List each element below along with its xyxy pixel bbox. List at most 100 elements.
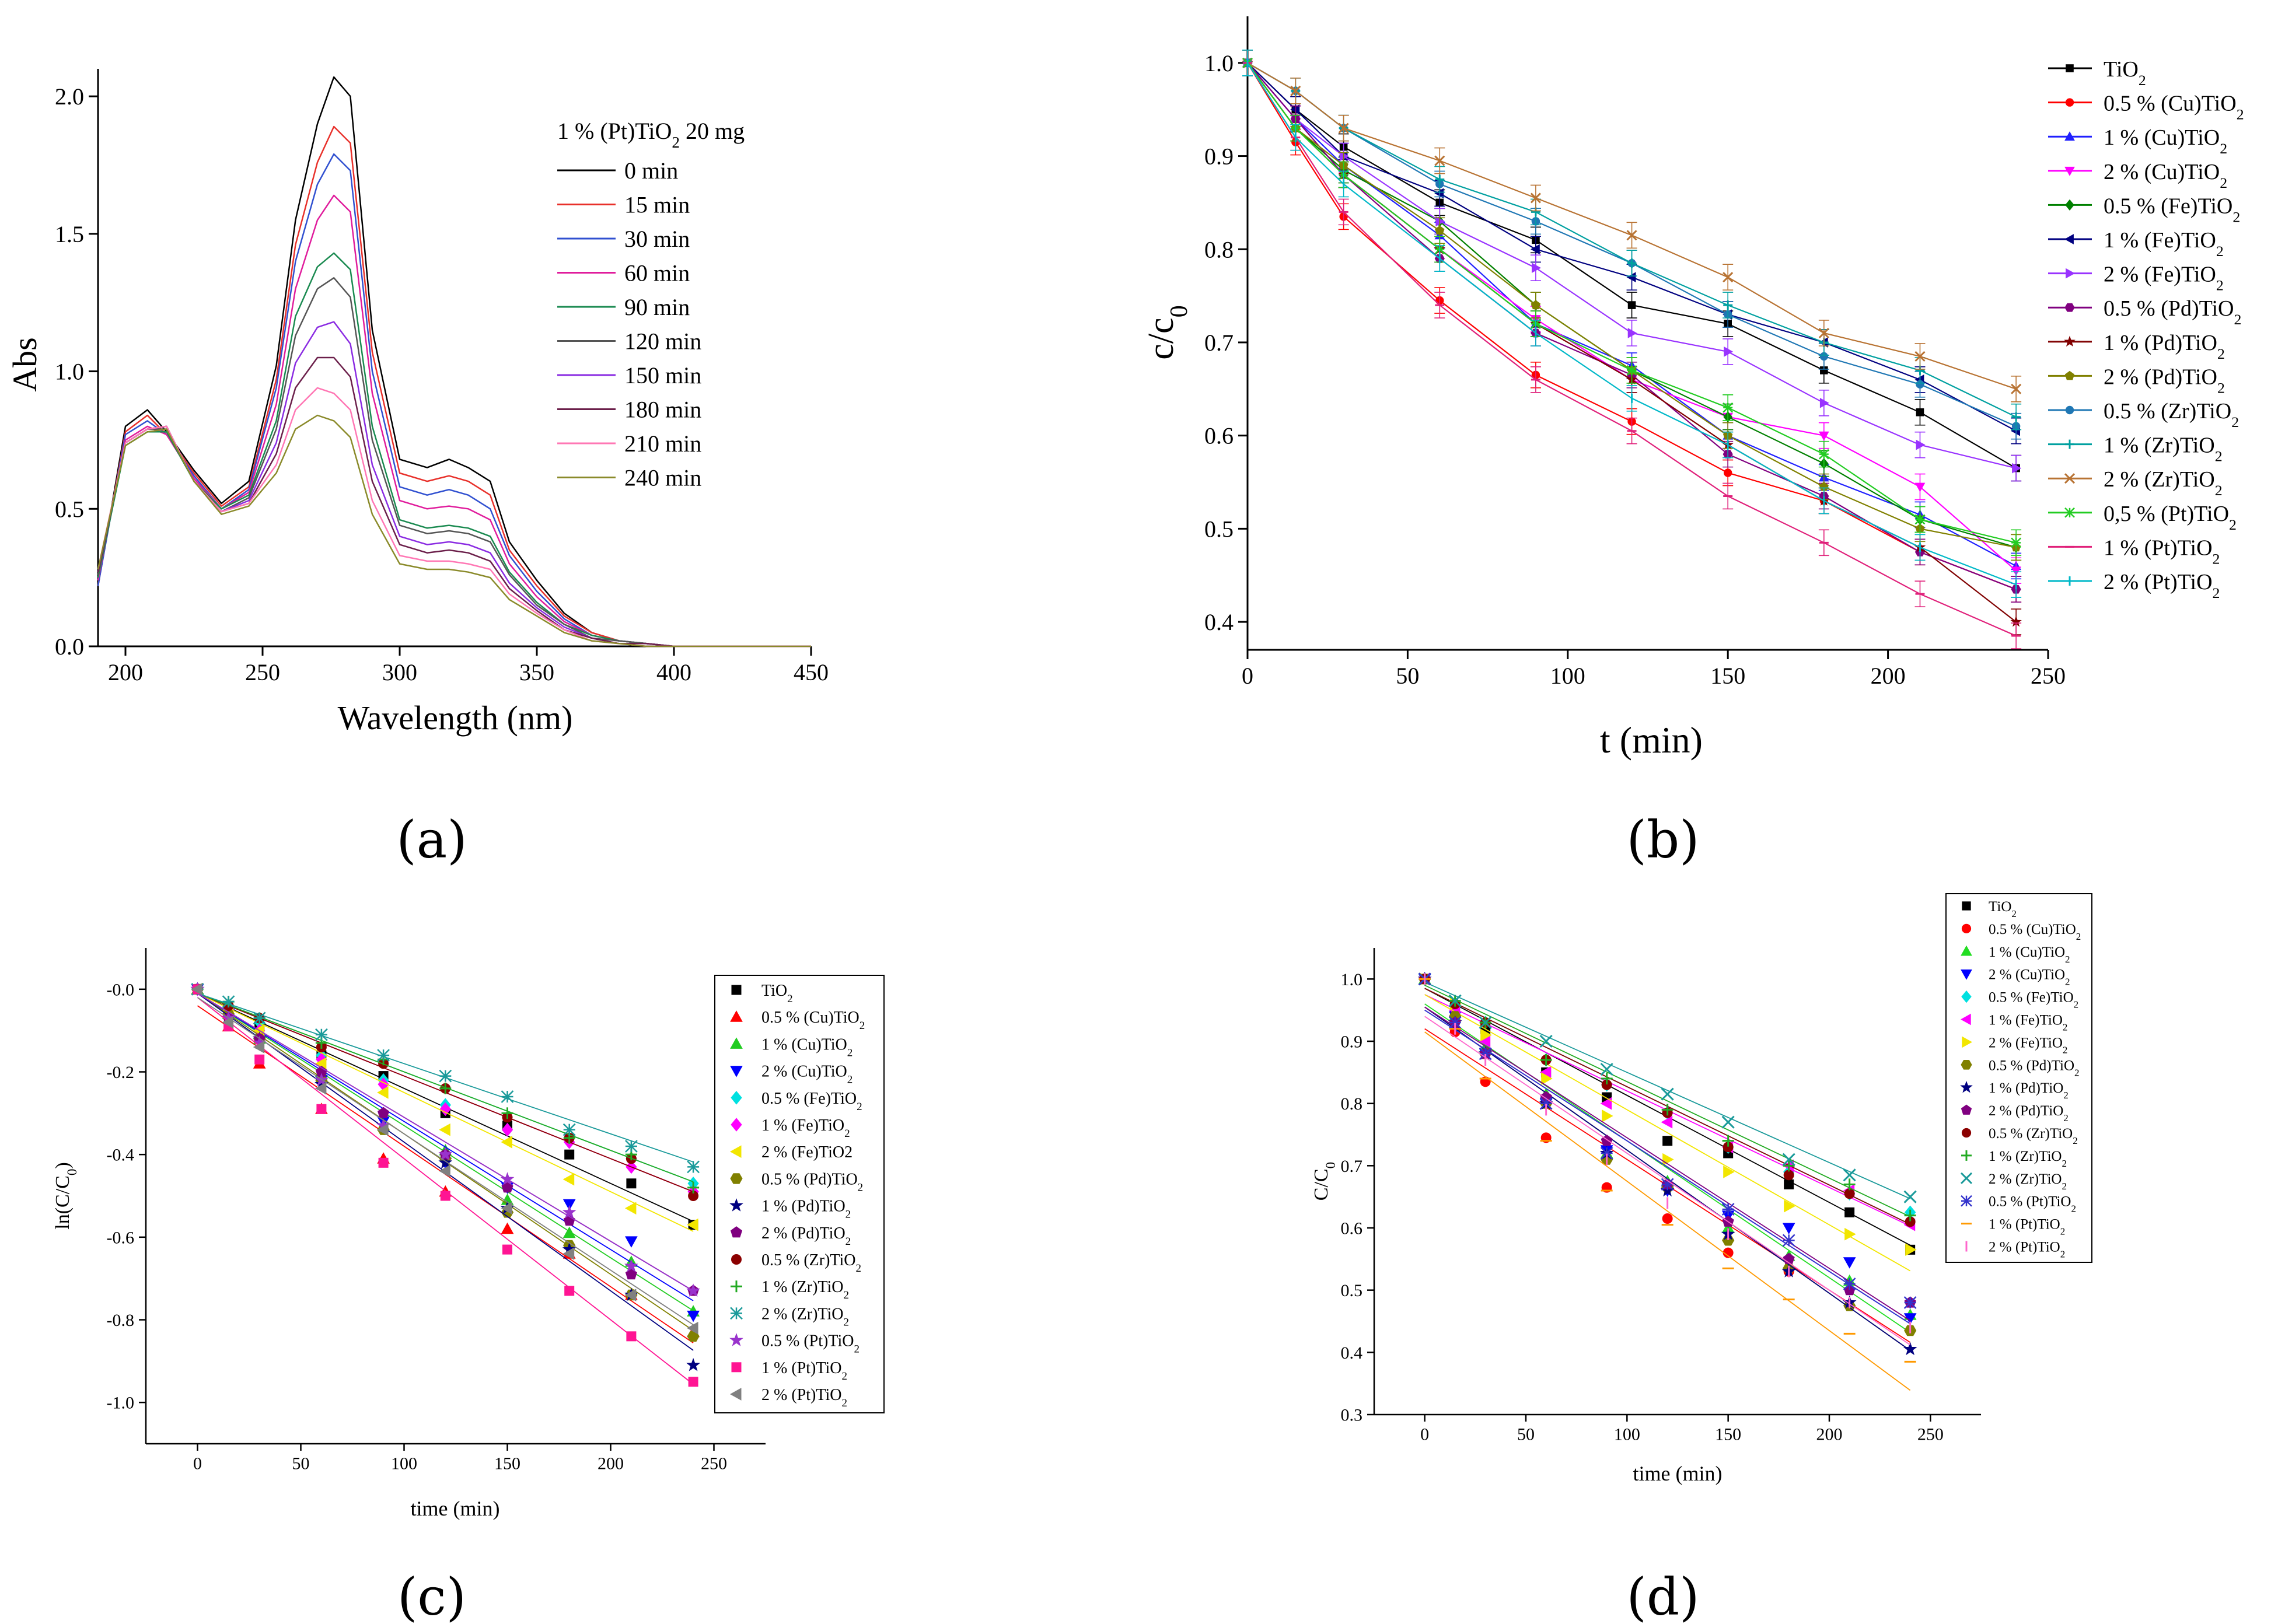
legend-item: 1 % (Pt)TiO2 [731, 1359, 847, 1382]
series-line [97, 125, 811, 648]
legend-label: 2 % (Cu)TiO2 [761, 1063, 853, 1086]
data-point [1532, 262, 1541, 274]
legend-label: 120 min [624, 328, 701, 355]
data-point [501, 1107, 513, 1119]
x-tick-label: 250 [2031, 663, 2066, 689]
data-point [1661, 1104, 1673, 1116]
data-point [316, 1104, 327, 1114]
data-point [501, 1222, 514, 1234]
data-point [687, 1310, 700, 1322]
legend-item: 60 min [557, 260, 690, 286]
legend-label: 0.5 % (Cu)TiO2 [2104, 92, 2244, 123]
data-point [2011, 383, 2022, 394]
legend-label: 2 % (Cu)TiO2 [1989, 967, 2070, 988]
legend-label: 1 % (Fe)TiO2 [1989, 1013, 2067, 1033]
legend-marker [1961, 990, 1972, 1003]
y-tick-label: 1.0 [55, 359, 84, 385]
legend-item: 90 min [557, 294, 690, 320]
data-point [564, 1149, 575, 1160]
legend-label: 1 % (Zr)TiO2 [761, 1278, 849, 1301]
legend-marker [730, 1307, 743, 1320]
legend-marker [730, 1010, 743, 1022]
legend-item: 0.5 % (Cu)TiO2 [2048, 92, 2244, 123]
legend-item: 0.5 % (Pd)TiO2 [2048, 296, 2241, 328]
data-point [562, 1247, 575, 1261]
data-point [2011, 537, 2022, 548]
series [1418, 972, 1917, 1325]
data-point [1843, 1257, 1856, 1269]
data-point [254, 1054, 265, 1065]
legend-marker [731, 1280, 742, 1293]
x-tick-label: 0 [193, 1454, 202, 1474]
data-point [315, 1028, 328, 1041]
data-point [1818, 327, 1829, 339]
data-point [687, 1181, 700, 1194]
data-point [1662, 1153, 1674, 1166]
data-point [1724, 346, 1734, 357]
legend-item: 2 % (Zr)TiO2 [1960, 1171, 2067, 1192]
y-tick-label: 0.0 [55, 634, 84, 660]
legend-item: 0.5 % (Fe)TiO2 [2048, 194, 2240, 225]
legend-label: 2 % (Fe)TiO2 [2104, 262, 2224, 294]
x-tick-label: 450 [794, 659, 829, 685]
fit-line [1424, 981, 1911, 1199]
fit-line [1424, 1003, 1911, 1333]
data-point [564, 1286, 575, 1296]
series-line [97, 356, 811, 648]
legend-item: 1 % (Cu)TiO2 [2048, 125, 2227, 157]
x-tick-label: 200 [108, 659, 143, 685]
series [1242, 50, 2022, 598]
legend-label: 1 % (Pt)TiO2 [1989, 1217, 2065, 1237]
legend-label: 2 % (Pd)TiO2 [2104, 365, 2225, 396]
data-point [439, 1123, 450, 1136]
data-point [1530, 244, 1540, 255]
x-tick-label: 150 [1715, 1425, 1741, 1444]
legend-item: 120 min [557, 328, 701, 355]
data-point [253, 1012, 266, 1025]
y-tick-label: 0.3 [1341, 1406, 1363, 1425]
data-point [1723, 1247, 1734, 1258]
x-tick-label: 250 [1917, 1425, 1944, 1444]
series-group [190, 982, 701, 1387]
data-point [2012, 463, 2022, 474]
legend-marker [2065, 405, 2074, 415]
legend-marker [2064, 370, 2075, 380]
data-point [1904, 1209, 1916, 1222]
data-point [562, 1199, 576, 1211]
x-tick-label: 250 [701, 1454, 727, 1474]
legend-label: 2 % (Zr)TiO2 [1989, 1171, 2067, 1192]
data-point [1600, 1147, 1613, 1160]
legend-item: 1 % (Pd)TiO2 [2048, 331, 2225, 362]
data-point [1662, 1136, 1673, 1146]
x-tick-label: 50 [1517, 1425, 1535, 1444]
legend-label: 2 % (Pd)TiO2 [1989, 1103, 2069, 1124]
data-point [1448, 994, 1462, 1007]
data-point [2011, 412, 2021, 422]
legend-marker [2065, 199, 2074, 211]
x-tick-label: 150 [1710, 663, 1745, 689]
data-point [1540, 1054, 1552, 1066]
data-point [625, 1268, 637, 1280]
legend-marker [1960, 1080, 1973, 1093]
legend-marker [2065, 98, 2074, 107]
x-tick-label: 100 [1614, 1425, 1640, 1444]
legend-label: 0 min [624, 158, 678, 184]
series [1424, 973, 1912, 1346]
legend-item: 240 min [557, 465, 701, 491]
legend-label: 2 % (Pt)TiO2 [2104, 570, 2220, 601]
data-point [1916, 380, 1924, 389]
legend-label: 0.5 % (Zr)TiO2 [2104, 399, 2239, 430]
data-point [1723, 1142, 1734, 1153]
data-point [1290, 104, 1300, 115]
data-point [1480, 1028, 1492, 1042]
y-tick-label: 0.8 [1341, 1094, 1363, 1114]
series-line [1247, 62, 2017, 432]
data-point [1723, 1166, 1735, 1178]
legend-marker [731, 1254, 742, 1265]
legend-marker [731, 1362, 742, 1373]
series [191, 982, 698, 1335]
data-point [625, 1140, 638, 1153]
legend-marker [1960, 1013, 1971, 1026]
